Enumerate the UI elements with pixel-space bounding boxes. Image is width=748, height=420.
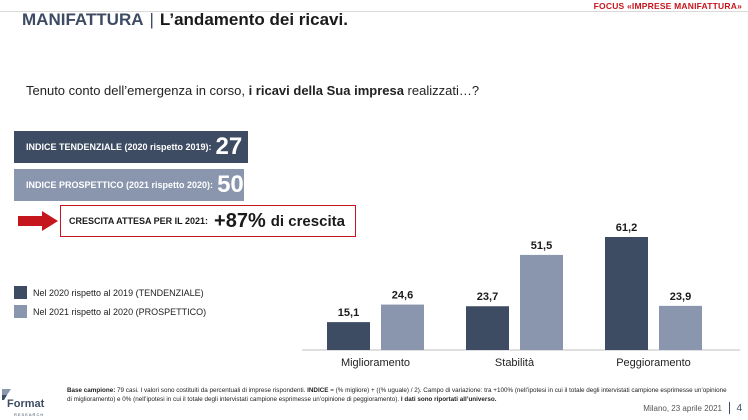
forecast-index-value: 50 <box>217 171 244 198</box>
bar-forecast-0 <box>381 304 424 350</box>
category-label-1: Stabilità <box>495 357 535 369</box>
data-label-forecast-1: 51,5 <box>531 240 552 252</box>
legend-swatch-trend <box>14 286 27 299</box>
question-text: Tenuto conto dell’emergenza in corso, i … <box>26 83 479 98</box>
bar-forecast-1 <box>520 254 563 350</box>
trend-index-box: INDICE TENDENZIALE (2020 rispetto 2019):… <box>14 131 248 163</box>
trend-index-value: 27 <box>215 133 243 160</box>
category-label-2: Peggioramento <box>616 357 691 369</box>
legend-item-trend: Nel 2020 rispetto al 2019 (TENDENZIALE) <box>14 286 204 299</box>
question-prefix: Tenuto conto dell’emergenza in corso, <box>26 83 249 98</box>
data-label-trend-2: 61,2 <box>616 222 637 234</box>
footnote-base-text: 79 casi. I valori sono costituiti da per… <box>115 387 308 394</box>
format-logo-icon <box>2 389 11 400</box>
footnote-index-text: = (% migliore) + ((% uguale) / 2). Campo… <box>67 387 727 404</box>
bar-trend-1 <box>466 306 509 350</box>
arrow-right-icon <box>18 211 58 231</box>
bar-trend-0 <box>327 322 370 350</box>
top-rule <box>0 11 748 12</box>
legend-item-forecast: Nel 2021 rispetto al 2020 (PROSPETTICO) <box>14 305 206 318</box>
footnote-index-label: INDICE <box>307 387 329 394</box>
bar-forecast-2 <box>659 305 702 350</box>
forecast-index-label: INDICE PROSPETTICO (2021 rispetto 2020): <box>26 180 214 190</box>
question-bold: i ricavi della Sua impresa <box>248 83 404 98</box>
page-title: MANIFATTURA | L’andamento dei ricavi. <box>22 10 348 30</box>
trend-index-label: INDICE TENDENZIALE (2020 rispetto 2019): <box>26 142 212 152</box>
legend-label-forecast: Nel 2021 rispetto al 2020 (PROSPETTICO) <box>33 306 207 317</box>
place-date: Milano, 23 aprile 2021 <box>643 404 722 413</box>
focus-tag: FOCUS «IMPRESE MANIFATTURA» <box>593 1 742 11</box>
page-separator <box>729 402 730 414</box>
category-label-0: Miglioramento <box>341 357 410 369</box>
data-label-trend-0: 15,1 <box>338 307 359 319</box>
logo-text: Format <box>7 398 45 410</box>
data-label-forecast-0: 24,6 <box>392 290 413 302</box>
growth-value: +87% <box>214 209 266 232</box>
page-number: 4 <box>736 403 742 414</box>
legend-swatch-forecast <box>14 305 27 318</box>
footnote-note: I dati sono riportati all’universo. <box>400 396 497 404</box>
title-sub: L’andamento dei ricavi. <box>159 10 348 29</box>
legend-label-trend: Nel 2020 rispetto al 2019 (TENDENZIALE) <box>33 287 204 298</box>
data-label-forecast-2: 23,9 <box>670 291 691 303</box>
title-separator: | <box>149 10 154 29</box>
question-suffix: realizzati…? <box>403 83 480 98</box>
data-label-trend-1: 23,7 <box>477 291 498 303</box>
logo-subtext: RESEARCH <box>14 412 45 417</box>
growth-suffix: di crescita <box>270 212 345 230</box>
footnote-base-label: Base campione: <box>67 387 116 394</box>
growth-box: CRESCITA ATTESA PER IL 2021: +87% di cre… <box>60 205 356 237</box>
title-main: MANIFATTURA <box>22 10 144 29</box>
bar-trend-2 <box>605 237 648 350</box>
footnote: Base campione: 79 casi. I valori sono co… <box>67 386 727 404</box>
growth-label: CRESCITA ATTESA PER IL 2021: <box>69 216 209 226</box>
forecast-index-box: INDICE PROSPETTICO (2021 rispetto 2020):… <box>14 169 244 201</box>
